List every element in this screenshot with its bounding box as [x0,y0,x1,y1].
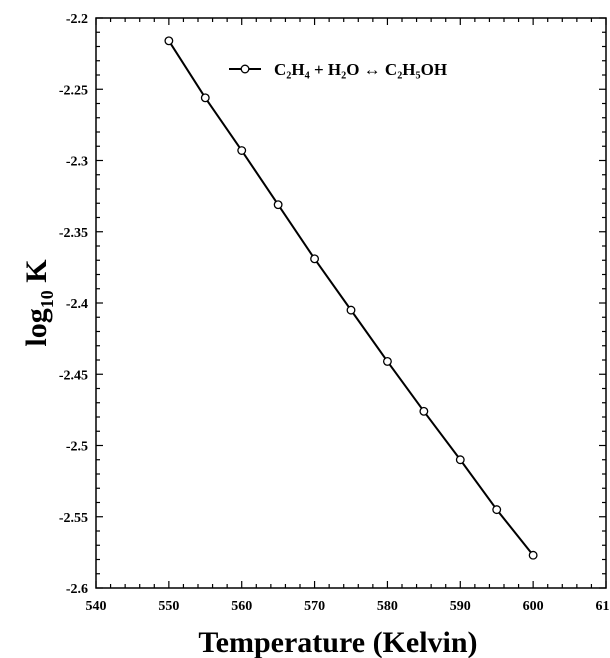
y-axis-title-base: log [20,308,53,346]
y-tick-label: -2.2 [66,12,88,27]
x-tick-label: 600 [523,599,544,614]
y-tick-label: -2.3 [66,155,88,170]
y-axis-title: log10 K [20,259,57,347]
x-tick-label: 580 [377,599,398,614]
data-point [273,200,283,210]
x-tick-label: 610 [596,599,610,614]
legend: C₂H₄ + H₂O ↔ C₂H₅OH [229,60,447,79]
series-layer [164,36,538,560]
y-tick-label: -2.55 [59,511,88,526]
x-tick-label: 550 [158,599,179,614]
data-point [492,505,502,515]
plot-frame [95,17,607,589]
data-point [455,455,465,465]
y-tick-label: -2.35 [59,226,88,241]
data-point [528,550,538,560]
x-tick-label: 590 [450,599,471,614]
x-tick-labels: 540 550 560 570 580 590 600 610 [86,599,610,614]
x-tick-label: 570 [304,599,325,614]
x-axis-title: Temperature (Kelvin) [198,626,477,658]
data-point [382,356,392,366]
y-tick-label: -2.6 [66,582,88,597]
data-point [419,406,429,416]
y-tick-label: -2.25 [59,83,88,98]
y-tick-labels: -2.2 -2.25 -2.3 -2.35 -2.4 -2.45 -2.5 -2.55 -2.6 [59,12,88,597]
legend-label: C₂H₄ + H₂O ↔ C₂H₅OH [274,60,447,79]
y-tick-label: -2.5 [66,440,88,455]
x-tick-label: 540 [86,599,107,614]
y-tick-label: -2.45 [59,368,88,383]
data-point [310,254,320,264]
y-axis-title-subscript: 10 [37,290,57,308]
data-point [164,36,174,46]
y-tick-label: -2.4 [66,297,88,312]
y-axis-title-suffix: K [20,259,53,291]
legend-marker [240,64,250,74]
x-tick-label: 560 [231,599,252,614]
series-line [168,40,534,556]
data-point [346,305,356,315]
data-point [237,146,247,155]
data-point [200,93,210,103]
axis-ticks [95,17,607,589]
